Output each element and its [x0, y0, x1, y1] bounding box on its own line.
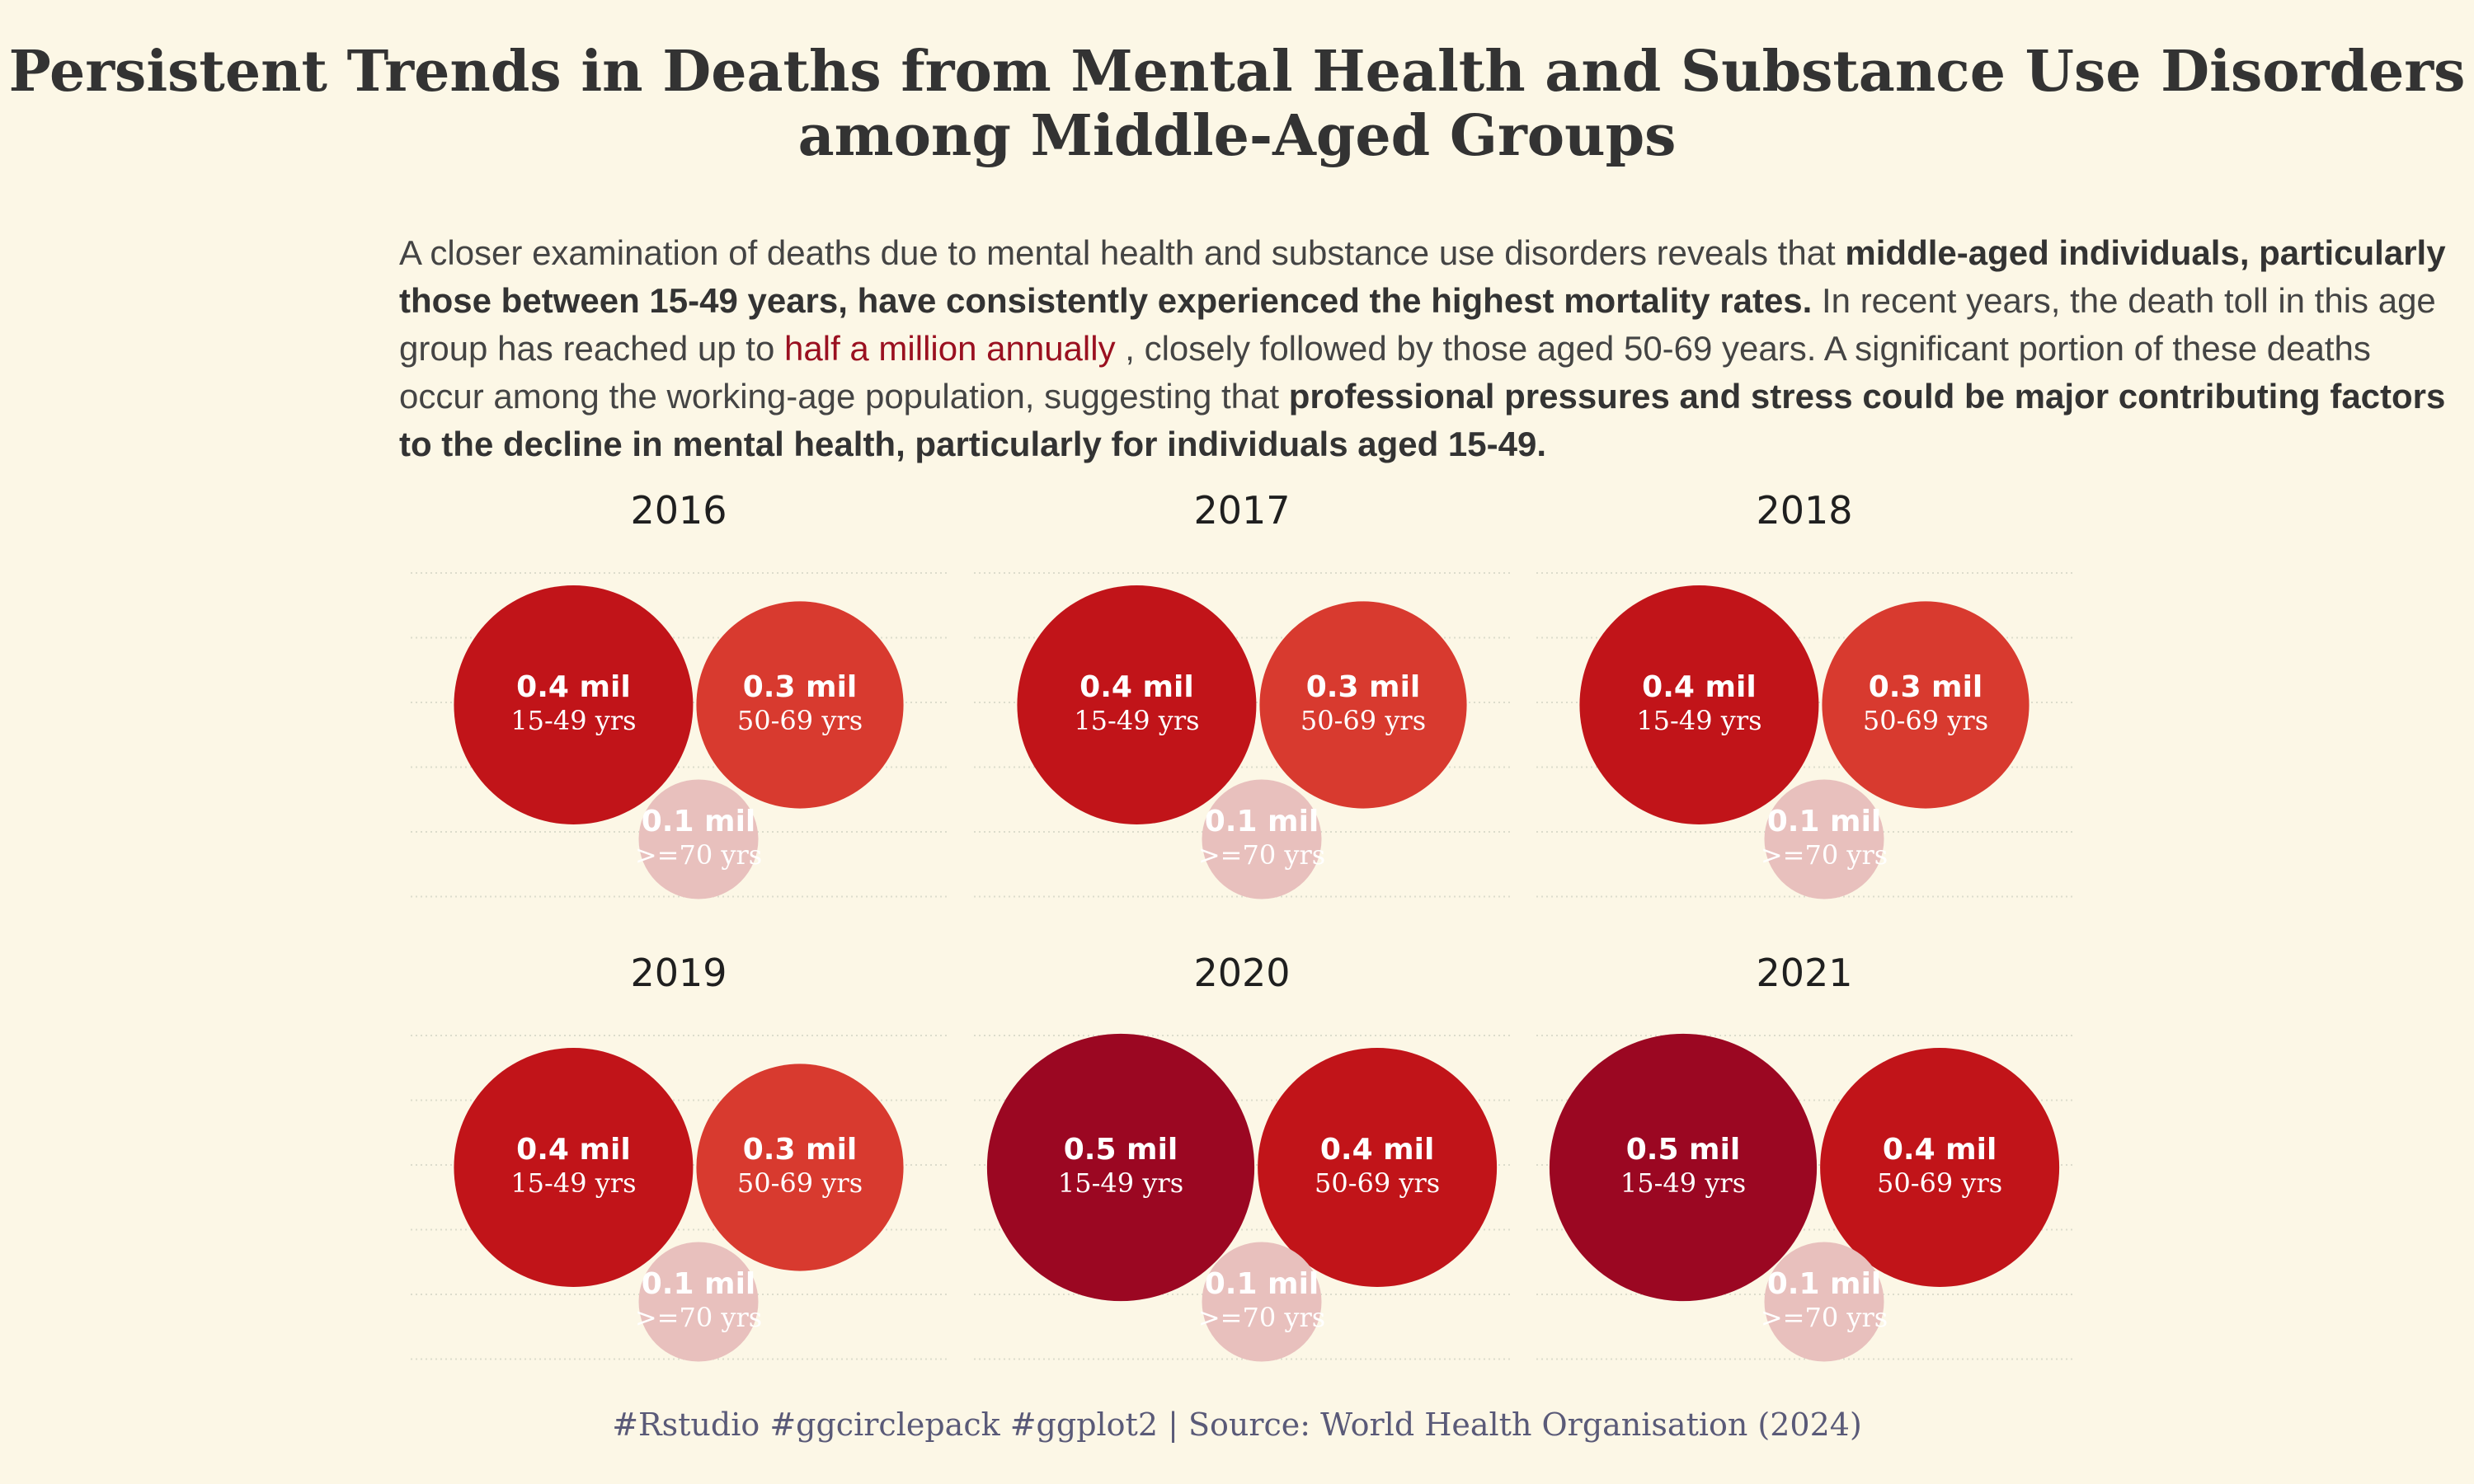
- value-label: 0.4 mil: [1642, 670, 1757, 704]
- age-group-label: 50-69 yrs: [1877, 1167, 2002, 1199]
- value-label: 0.4 mil: [1320, 1133, 1435, 1167]
- value-label: 0.4 mil: [516, 670, 631, 704]
- bubble-50-69: [1259, 601, 1467, 809]
- age-group-label: >=70 yrs: [1198, 1302, 1325, 1333]
- value-label: 0.1 mil: [1767, 1267, 1882, 1301]
- value-label: 0.5 mil: [1064, 1133, 1178, 1167]
- chart-title: Persistent Trends in Deaths from Mental …: [0, 40, 2474, 168]
- value-label: 0.3 mil: [1869, 670, 1983, 704]
- bubble-70-plus: [1764, 1242, 1884, 1362]
- age-group-label: >=70 yrs: [1198, 839, 1325, 871]
- subtitle-highlight: half a million annually: [784, 329, 1116, 368]
- bubble-70-plus: [1202, 779, 1322, 899]
- age-group-label: 50-69 yrs: [1315, 1167, 1440, 1199]
- age-group-label: 15-49 yrs: [1620, 1167, 1746, 1199]
- panel-year-label: 2020: [1193, 951, 1290, 995]
- subtitle-text-2: In recent years, the death toll in this …: [399, 281, 2436, 368]
- value-label: 0.1 mil: [1205, 805, 1319, 838]
- panel-year-label: 2017: [1193, 488, 1290, 533]
- chart-subtitle: A closer examination of deaths due to me…: [399, 229, 2461, 468]
- bubble-70-plus: [638, 779, 759, 899]
- age-group-label: >=70 yrs: [635, 839, 762, 871]
- age-group-label: >=70 yrs: [1761, 839, 1888, 871]
- panel-year-label: 2021: [1756, 951, 1852, 995]
- bubble-15-49: [986, 1033, 1255, 1302]
- age-group-label: 15-49 yrs: [1074, 705, 1199, 736]
- age-group-label: 50-69 yrs: [737, 1167, 863, 1199]
- bubble-15-49: [1579, 585, 1819, 824]
- source-caption: #Rstudio #ggcirclepack #ggplot2 | Source…: [612, 1407, 1862, 1443]
- bubble-70-plus: [1202, 1242, 1322, 1362]
- panel-year-label: 2016: [630, 488, 727, 533]
- bubble-15-49: [1549, 1033, 1818, 1302]
- value-label: 0.5 mil: [1626, 1133, 1741, 1167]
- age-group-label: 50-69 yrs: [1300, 705, 1426, 736]
- subtitle-text-3: , closely followed by those aged 50-69 y…: [399, 329, 2371, 416]
- value-label: 0.3 mil: [743, 670, 858, 704]
- bubble-15-49: [454, 1048, 694, 1287]
- age-group-label: 15-49 yrs: [510, 1167, 636, 1199]
- age-group-label: 50-69 yrs: [737, 705, 863, 736]
- bubble-50-69: [696, 1064, 904, 1271]
- bubble-15-49: [1017, 585, 1257, 824]
- bubble-70-plus: [1764, 779, 1884, 899]
- subtitle-bold-2: professional pressures and stress could …: [399, 377, 2446, 463]
- value-label: 0.3 mil: [743, 1133, 858, 1167]
- bubble-50-69: [1258, 1048, 1498, 1287]
- chart-title-line-1: Persistent Trends in Deaths from Mental …: [8, 39, 2466, 105]
- chart-title-line-2: among Middle-Aged Groups: [797, 103, 1677, 169]
- value-label: 0.1 mil: [1205, 1267, 1319, 1301]
- value-label: 0.1 mil: [642, 805, 756, 838]
- age-group-label: 15-49 yrs: [510, 705, 636, 736]
- bubble-15-49: [454, 585, 694, 824]
- value-label: 0.3 mil: [1306, 670, 1421, 704]
- age-group-label: 15-49 yrs: [1058, 1167, 1183, 1199]
- value-label: 0.4 mil: [1883, 1133, 1997, 1167]
- bubble-50-69: [696, 601, 904, 809]
- age-group-label: >=70 yrs: [1761, 1302, 1888, 1333]
- value-label: 0.4 mil: [516, 1133, 631, 1167]
- panel-year-label: 2018: [1756, 488, 1852, 533]
- age-group-label: 15-49 yrs: [1636, 705, 1761, 736]
- subtitle-bold-1: middle-aged individuals, particularly th…: [399, 233, 2446, 320]
- value-label: 0.1 mil: [642, 1267, 756, 1301]
- subtitle-text-1: A closer examination of deaths due to me…: [399, 233, 1846, 272]
- panel-year-label: 2019: [630, 951, 727, 995]
- age-group-label: 50-69 yrs: [1863, 705, 1988, 736]
- bubble-50-69: [1822, 601, 2030, 809]
- value-label: 0.1 mil: [1767, 805, 1882, 838]
- bubble-70-plus: [638, 1242, 759, 1362]
- age-group-label: >=70 yrs: [635, 1302, 762, 1333]
- bubble-50-69: [1820, 1048, 2060, 1287]
- value-label: 0.4 mil: [1079, 670, 1194, 704]
